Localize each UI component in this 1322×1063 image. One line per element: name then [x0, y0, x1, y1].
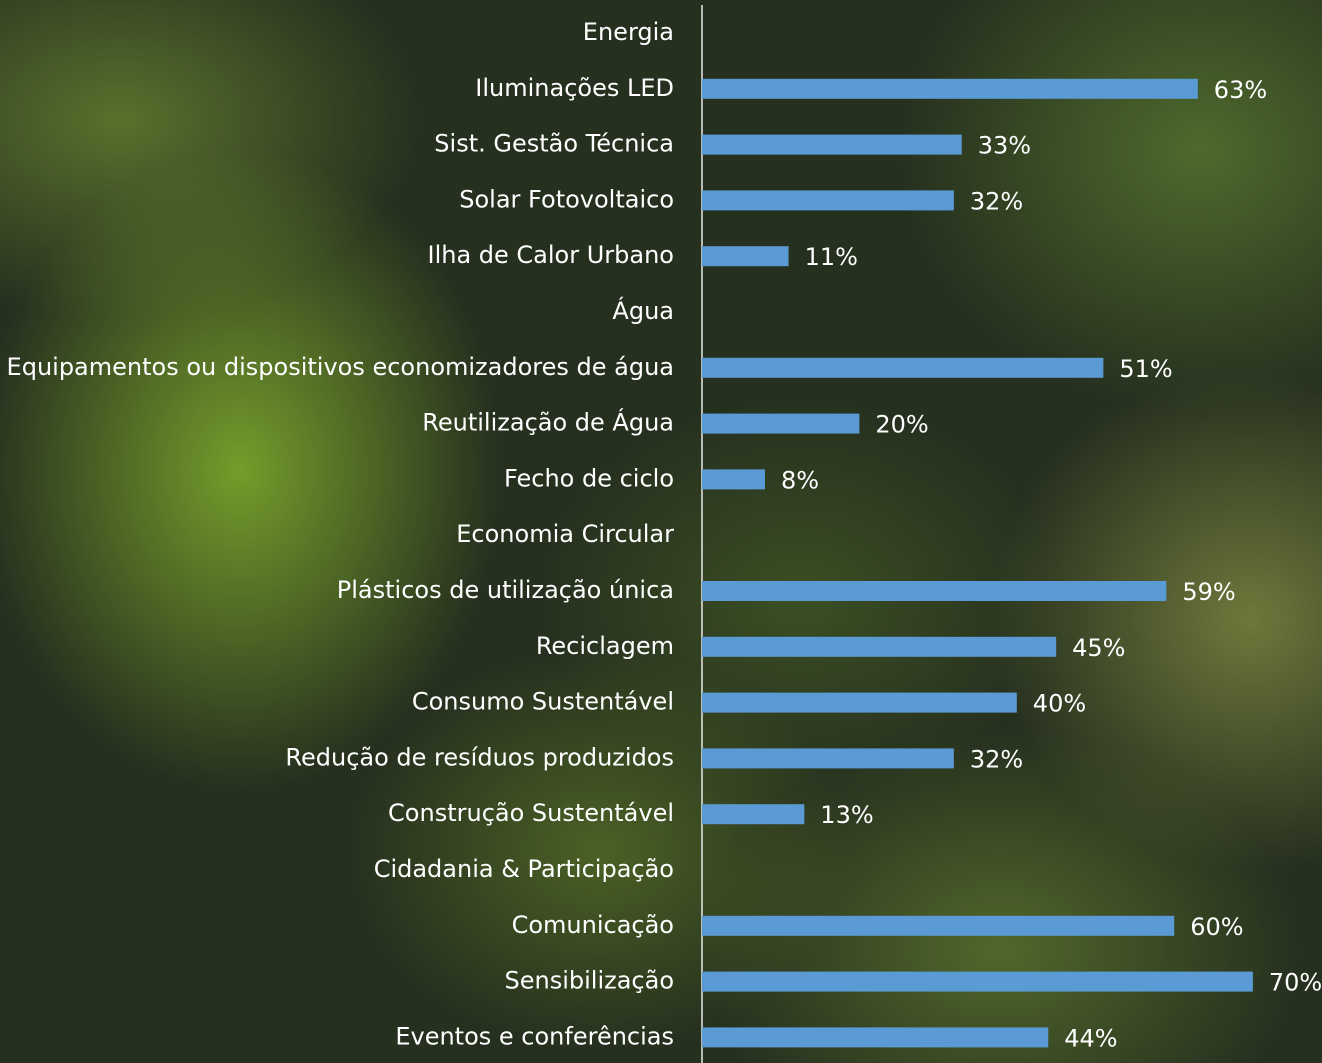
category-label: Construção Sustentável — [388, 799, 674, 827]
value-label: 33% — [978, 132, 1031, 160]
category-label: Cidadania & Participação — [374, 855, 674, 883]
chart: Energia Iluminações LED 63% Sist. Gestão Té… — [0, 0, 1322, 1063]
category-label: Solar Fotovoltaico — [459, 185, 674, 213]
value-label: 11% — [805, 243, 858, 271]
bar — [702, 748, 954, 768]
bar — [702, 916, 1174, 936]
bar — [702, 246, 789, 266]
bar — [702, 693, 1017, 713]
bar — [702, 135, 962, 155]
value-label: 60% — [1190, 913, 1243, 941]
page: Energia Iluminações LED 63% Sist. Gestão Té… — [0, 0, 1322, 1063]
category-label: Energia — [583, 18, 674, 46]
value-label: 32% — [970, 745, 1023, 773]
bar — [702, 79, 1198, 99]
category-label: Água — [612, 296, 674, 325]
category-label: Consumo Sustentável — [412, 688, 674, 716]
bar — [702, 469, 765, 489]
category-label: Reciclagem — [536, 632, 674, 660]
category-label: Sensibilização — [504, 967, 674, 995]
bar — [702, 637, 1056, 657]
category-label: Iluminações LED — [475, 74, 674, 102]
value-label: 40% — [1033, 690, 1086, 718]
value-label: 51% — [1119, 355, 1172, 383]
bar — [702, 358, 1103, 378]
value-label: 13% — [820, 801, 873, 829]
category-label: Comunicação — [512, 911, 674, 939]
category-label: Equipamentos ou dispositivos economizado… — [7, 353, 674, 381]
category-label: Fecho de ciclo — [504, 464, 674, 492]
value-label: 8% — [781, 466, 819, 494]
category-label: Economia Circular — [456, 520, 674, 548]
bar — [702, 581, 1166, 601]
category-label: Plásticos de utilização única — [337, 576, 674, 604]
bar — [702, 804, 804, 824]
category-label: Reutilização de Água — [422, 408, 674, 437]
bar — [702, 972, 1253, 992]
bar — [702, 414, 859, 434]
bar — [702, 1027, 1048, 1047]
category-label: Redução de resíduos produzidos — [285, 743, 674, 771]
category-label: Eventos e conferências — [395, 1022, 674, 1050]
bar — [702, 190, 954, 210]
value-label: 70% — [1269, 969, 1322, 997]
value-label: 44% — [1064, 1024, 1117, 1052]
value-label: 20% — [875, 411, 928, 439]
category-label: Ilha de Calor Urbano — [427, 241, 674, 269]
value-label: 59% — [1182, 578, 1235, 606]
value-label: 32% — [970, 187, 1023, 215]
value-label: 63% — [1214, 76, 1267, 104]
value-label: 45% — [1072, 634, 1125, 662]
category-label: Sist. Gestão Técnica — [434, 130, 674, 158]
